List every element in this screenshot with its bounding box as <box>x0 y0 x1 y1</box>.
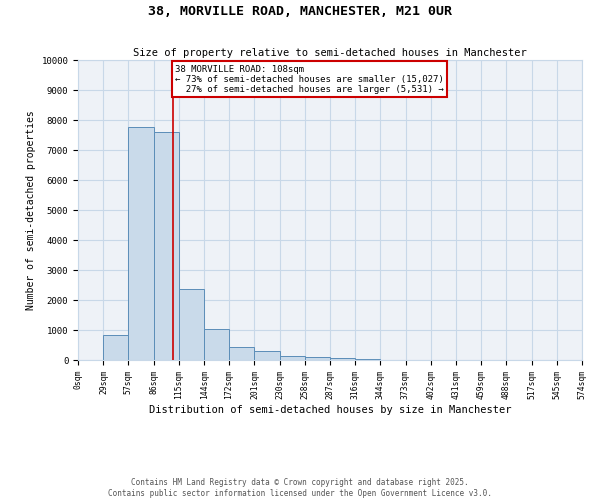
Text: 38 MORVILLE ROAD: 108sqm
← 73% of semi-detached houses are smaller (15,027)
  27: 38 MORVILLE ROAD: 108sqm ← 73% of semi-d… <box>175 64 444 94</box>
Bar <box>355 359 380 360</box>
Text: 38, MORVILLE ROAD, MANCHESTER, M21 0UR: 38, MORVILLE ROAD, MANCHESTER, M21 0UR <box>148 5 452 18</box>
Y-axis label: Number of semi-detached properties: Number of semi-detached properties <box>26 110 36 310</box>
Bar <box>280 356 305 360</box>
Bar <box>154 132 179 360</box>
Title: Size of property relative to semi-detached houses in Manchester: Size of property relative to semi-detach… <box>133 48 527 58</box>
Bar <box>179 288 205 360</box>
Bar <box>254 352 280 360</box>
Bar <box>330 358 355 360</box>
Bar <box>229 346 254 360</box>
Text: Contains HM Land Registry data © Crown copyright and database right 2025.
Contai: Contains HM Land Registry data © Crown c… <box>108 478 492 498</box>
Bar <box>128 128 154 360</box>
Bar <box>103 336 128 360</box>
Bar <box>205 328 229 360</box>
X-axis label: Distribution of semi-detached houses by size in Manchester: Distribution of semi-detached houses by … <box>149 404 511 414</box>
Bar <box>305 356 330 360</box>
